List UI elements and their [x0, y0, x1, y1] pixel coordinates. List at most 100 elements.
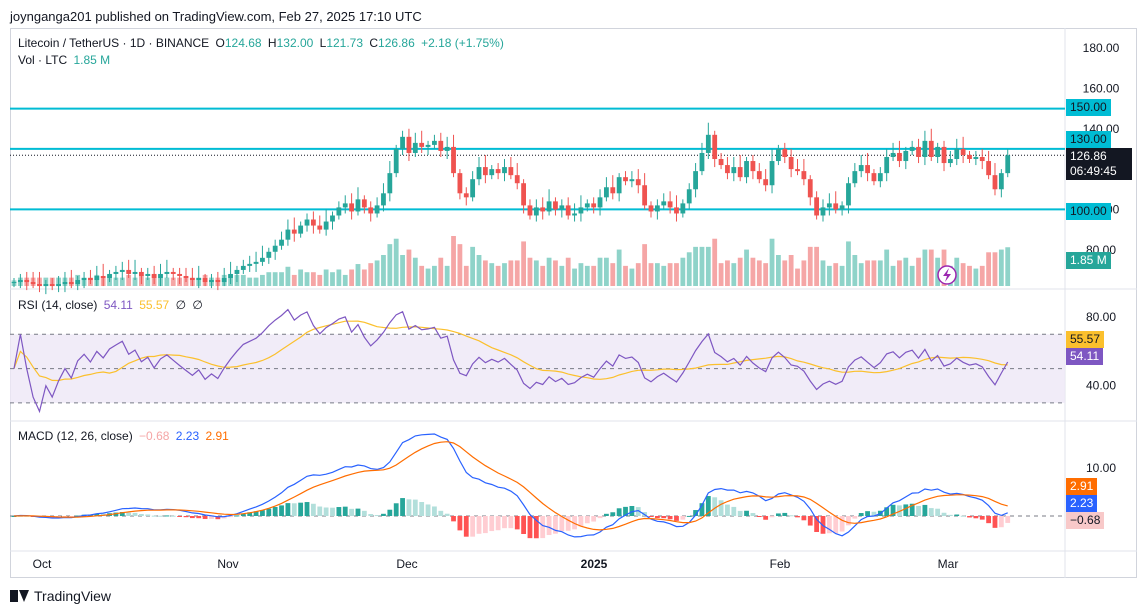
- candle-body: [355, 199, 361, 212]
- macd-histogram-bar: [228, 516, 233, 518]
- volume-bar: [240, 274, 246, 286]
- candle-body: [368, 207, 374, 214]
- tradingview-logo-icon: [10, 590, 29, 602]
- candle-body: [381, 193, 386, 206]
- volume-bar: [470, 246, 476, 286]
- candle-body: [693, 171, 698, 190]
- candle-body: [527, 205, 533, 216]
- macd-histogram-bar: [654, 516, 660, 519]
- volume-bar: [616, 249, 622, 286]
- candle-body: [336, 207, 342, 216]
- volume-bar: [769, 238, 775, 286]
- volume-bar: [126, 274, 132, 286]
- candle-body: [49, 284, 55, 287]
- rsi-tag: 54.11: [1066, 348, 1104, 365]
- volume-bar: [928, 249, 934, 286]
- candle-body: [151, 273, 157, 278]
- macd-histogram-bar: [489, 516, 495, 532]
- volume-bar: [304, 272, 310, 286]
- footer: TradingView: [10, 588, 111, 604]
- macd-histogram-bar: [170, 515, 176, 517]
- candle-body: [202, 278, 208, 283]
- candle-body: [947, 159, 953, 164]
- rsi-axis-label: 40.00: [1086, 379, 1116, 393]
- volume-bar: [355, 264, 361, 286]
- volume-bar: [330, 272, 335, 286]
- macd-histogram-bar: [546, 516, 552, 536]
- volume-bar: [444, 265, 450, 286]
- macd-histogram-bar: [833, 516, 839, 534]
- symbol-title[interactable]: Litecoin / TetherUS · 1D · BINANCE: [18, 36, 210, 50]
- candle-body: [189, 278, 195, 281]
- candle-body: [871, 173, 877, 182]
- candle-body: [419, 142, 425, 147]
- volume-bar: [725, 260, 730, 286]
- candle-body: [928, 140, 934, 157]
- alert-bolt-icon: [943, 268, 951, 282]
- macd-histogram-bar: [960, 515, 966, 517]
- macd-value: 2.23: [175, 429, 200, 443]
- candle-body: [922, 140, 928, 157]
- volume-bar: [253, 277, 259, 286]
- candle-body: [183, 275, 189, 278]
- candle-body: [177, 273, 183, 276]
- volume-bar: [884, 249, 890, 286]
- volume-bar: [820, 260, 826, 286]
- volume-bar: [463, 265, 469, 286]
- macd-histogram-bar: [151, 515, 157, 517]
- footer-brand[interactable]: TradingView: [34, 588, 112, 604]
- rsi-title[interactable]: RSI (14, close): [18, 298, 98, 312]
- candle-body: [100, 275, 106, 278]
- macd-histogram-bar: [922, 504, 928, 516]
- macd-histogram-bar: [992, 516, 998, 528]
- candle-body: [591, 203, 597, 208]
- candle-body: [196, 278, 202, 281]
- macd-histogram-bar: [189, 516, 195, 519]
- candle-body: [81, 278, 87, 281]
- macd-histogram-bar: [393, 503, 399, 516]
- candle-body: [776, 148, 781, 162]
- volume-bar: [349, 269, 355, 286]
- macd-histogram-bar: [584, 516, 590, 524]
- volume-bar: [132, 277, 138, 286]
- candle-body: [260, 257, 265, 262]
- candle-body: [240, 265, 246, 270]
- volume-label: Vol · LTC: [18, 53, 68, 67]
- macd-histogram-bar: [648, 516, 654, 517]
- candle-body: [852, 171, 858, 184]
- close-value: 126.86: [378, 36, 415, 50]
- volume-legend: Vol · LTC 1.85 M: [18, 53, 113, 67]
- candle-body: [858, 165, 864, 172]
- candle-body: [814, 197, 820, 216]
- candle-body: [412, 142, 418, 153]
- candle-body: [400, 136, 405, 149]
- volume-bar: [712, 238, 718, 286]
- volume-bar: [514, 260, 520, 286]
- macd-histogram-bar: [412, 499, 418, 516]
- macd-histogram-bar: [209, 516, 214, 519]
- macd-title[interactable]: MACD (12, 26, close): [18, 429, 133, 443]
- candle-body: [470, 179, 476, 198]
- candle-body: [145, 273, 151, 276]
- macd-histogram-bar: [202, 516, 208, 519]
- macd-histogram-bar: [368, 514, 374, 516]
- volume-bar: [693, 246, 698, 286]
- candle-body: [763, 179, 769, 186]
- macd-histogram-bar: [310, 503, 316, 516]
- chart-canvas[interactable]: 80.00100.00120.00140.00160.00180.0040.00…: [10, 28, 1137, 578]
- macd-histogram-bar: [514, 516, 520, 530]
- volume-bar: [113, 277, 119, 286]
- volume-bar: [591, 265, 597, 286]
- candle-body: [699, 152, 705, 172]
- candle-body: [960, 148, 966, 155]
- macd-histogram-bar: [272, 507, 278, 516]
- volume-bar: [279, 272, 284, 286]
- volume-bar: [858, 263, 864, 286]
- close-label: C: [369, 36, 379, 50]
- candle-body: [521, 183, 526, 206]
- candle-body: [661, 201, 667, 206]
- candle-body: [37, 284, 42, 287]
- candle-body: [126, 269, 132, 274]
- volume-bar: [285, 266, 291, 286]
- volume-bar: [298, 269, 304, 286]
